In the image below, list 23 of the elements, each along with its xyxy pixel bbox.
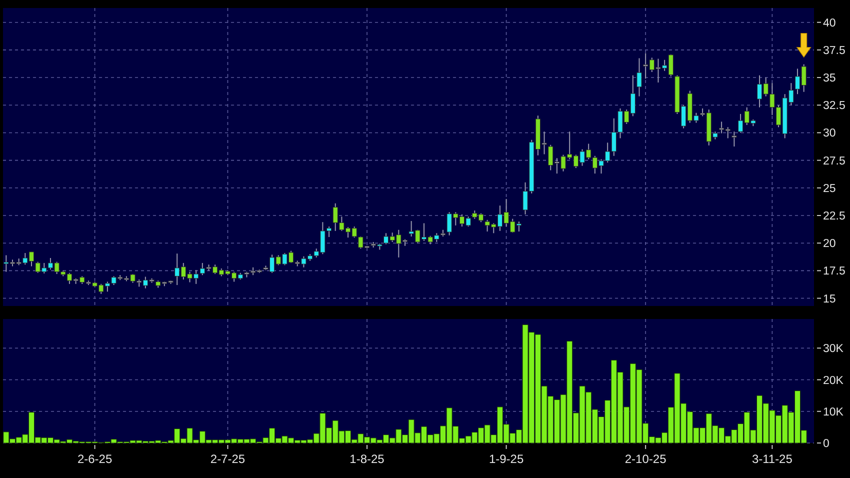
y-tick-label: 22.5 <box>823 210 846 223</box>
y-tick-label: 25 <box>823 182 836 195</box>
y-tick-label: 27.5 <box>823 155 846 168</box>
x-tick-label: 1-8-25 <box>350 452 385 466</box>
y-tick-label: 10K <box>823 406 844 418</box>
y-tick-label: 20 <box>823 238 836 250</box>
x-tick-label: 3-11-25 <box>752 452 793 466</box>
y-tick-label: 15 <box>823 293 836 306</box>
y-tick-label: 30K <box>823 343 844 356</box>
x-tick-label: 2-10-25 <box>624 452 667 466</box>
x-tick-label: 2-6-25 <box>77 452 112 466</box>
x-tick-label: 1-9-25 <box>488 452 524 466</box>
y-tick-label: 20K <box>823 374 844 387</box>
x-tick-label: 2-7-25 <box>210 452 246 466</box>
y-tick-label: 40 <box>823 17 836 30</box>
candlestick <box>636 58 642 97</box>
candlestick <box>732 131 737 148</box>
y-tick-label: 32.5 <box>823 100 846 112</box>
y-tick-label: 0 <box>823 438 830 450</box>
y-tick-label: 17.5 <box>823 266 846 278</box>
y-tick-label: 30 <box>823 128 836 140</box>
y-tick-label: 35 <box>823 72 836 85</box>
y-tick-label: 37.5 <box>823 44 846 57</box>
